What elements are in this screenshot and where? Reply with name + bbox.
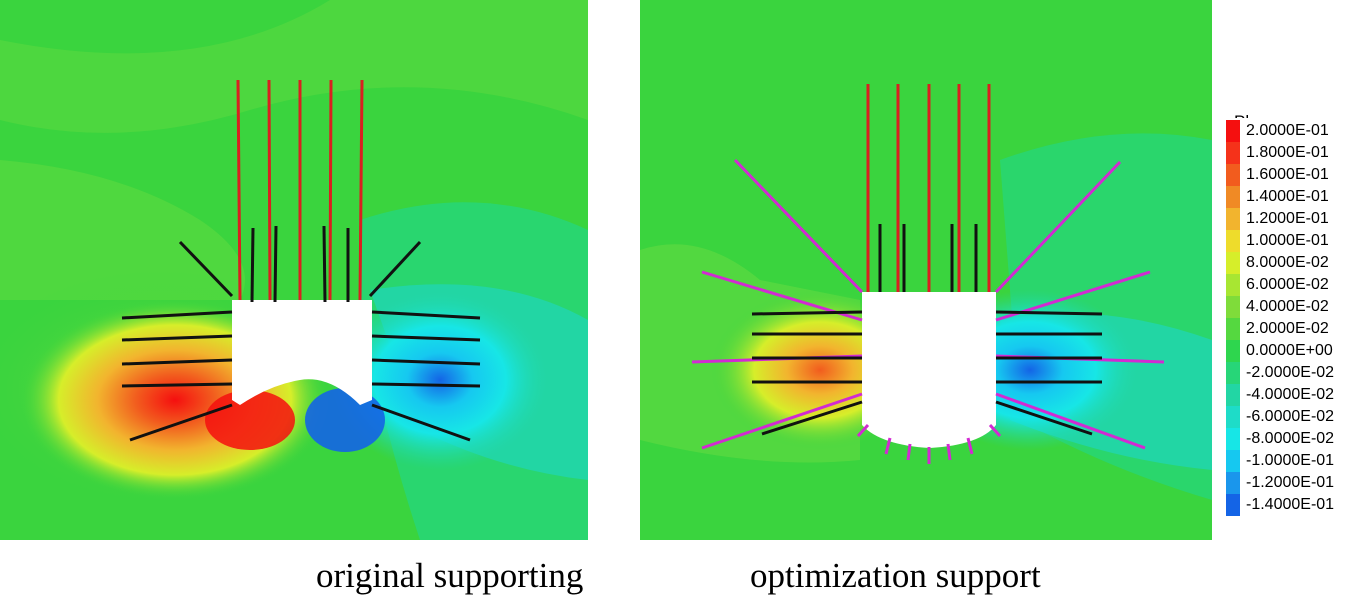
legend-entry: -8.0000E-02 [1222, 428, 1369, 450]
legend-swatch [1226, 120, 1240, 142]
legend-entry: 1.4000E-01 [1222, 186, 1369, 208]
anchor-cables-vertical [236, 79, 364, 301]
legend-label: 8.0000E-02 [1246, 254, 1329, 271]
legend-label: 6.0000E-02 [1246, 276, 1329, 293]
legend-label: 2.0000E-02 [1246, 320, 1329, 337]
legend-swatch [1226, 384, 1240, 406]
legend-entry: 1.2000E-01 [1222, 208, 1369, 230]
legend-label: 1.6000E-01 [1246, 166, 1329, 183]
legend-swatch [1226, 252, 1240, 274]
color-scale-legend: Plane: on 2.0000E-01 1.8000E-01 1.6000E-01… [1222, 102, 1369, 542]
caption-original: original supporting [316, 556, 584, 595]
legend-entry: 2.0000E-02 [1222, 318, 1369, 340]
contour-plot-original [0, 0, 588, 540]
contour-panel-original [0, 0, 588, 540]
legend-swatch [1226, 450, 1240, 472]
legend-swatch [1226, 340, 1240, 362]
legend-swatch [1226, 274, 1240, 296]
contour-band [0, 160, 245, 300]
legend-swatch [1226, 142, 1240, 164]
legend-entry: 0.0000E+00 [1222, 340, 1369, 362]
legend-entry: 8.0000E-02 [1222, 252, 1369, 274]
legend-entry: -6.0000E-02 [1222, 406, 1369, 428]
legend-entry: -2.0000E-02 [1222, 362, 1369, 384]
contour-panel-optimized [640, 0, 1212, 540]
legend-swatch [1226, 472, 1240, 494]
legend-swatch [1226, 318, 1240, 340]
legend-label: 1.4000E-01 [1246, 188, 1329, 205]
legend-swatch [1226, 230, 1240, 252]
legend-swatch [1226, 208, 1240, 230]
caption-optimized: optimization support [750, 556, 1041, 595]
legend-label: -1.2000E-01 [1246, 474, 1335, 491]
legend-label: -1.4000E-01 [1246, 496, 1335, 513]
legend-entry: -1.4000E-01 [1222, 494, 1369, 516]
legend-entry: -4.0000E-02 [1222, 384, 1369, 406]
legend-entry: 6.0000E-02 [1222, 274, 1369, 296]
legend-swatch [1226, 186, 1240, 208]
legend-entry: 1.6000E-01 [1222, 164, 1369, 186]
legend-label: -6.0000E-02 [1246, 408, 1335, 425]
anchor-cables-vertical [866, 84, 991, 292]
contour-trough [305, 388, 385, 452]
legend-label: -4.0000E-02 [1246, 386, 1335, 403]
tunnel-cavity [862, 292, 996, 448]
legend-swatch [1226, 362, 1240, 384]
contour-band [0, 0, 588, 133]
legend-label: 2.0000E-01 [1246, 122, 1329, 139]
rock-bolts [121, 225, 481, 442]
legend-swatch [1226, 296, 1240, 318]
legend-label: -2.0000E-02 [1246, 364, 1335, 381]
legend-label: 0.0000E+00 [1246, 342, 1333, 359]
legend-label: -8.0000E-02 [1246, 430, 1335, 447]
rock-bolts [751, 224, 1103, 436]
legend-swatch [1226, 428, 1240, 450]
legend-label: -1.0000E-01 [1246, 452, 1335, 469]
legend-label: 1.8000E-01 [1246, 144, 1329, 161]
legend-title: Plane: on [1234, 102, 1369, 118]
legend-swatch [1226, 406, 1240, 428]
legend-entry: 2.0000E-01 [1222, 120, 1369, 142]
legend-swatch [1226, 494, 1240, 516]
legend-label: 1.0000E-01 [1246, 232, 1329, 249]
legend-entry: 4.0000E-02 [1222, 296, 1369, 318]
contour-peak [205, 390, 295, 450]
legend-label: 1.2000E-01 [1246, 210, 1329, 227]
legend-label: 4.0000E-02 [1246, 298, 1329, 315]
legend-entry: -1.2000E-01 [1222, 472, 1369, 494]
legend-entry: 1.0000E-01 [1222, 230, 1369, 252]
legend-entry: 1.8000E-01 [1222, 142, 1369, 164]
legend-entry: -1.0000E-01 [1222, 450, 1369, 472]
tunnel-cavity [232, 300, 372, 405]
legend-swatch [1226, 164, 1240, 186]
contour-plot-optimized [640, 0, 1212, 540]
